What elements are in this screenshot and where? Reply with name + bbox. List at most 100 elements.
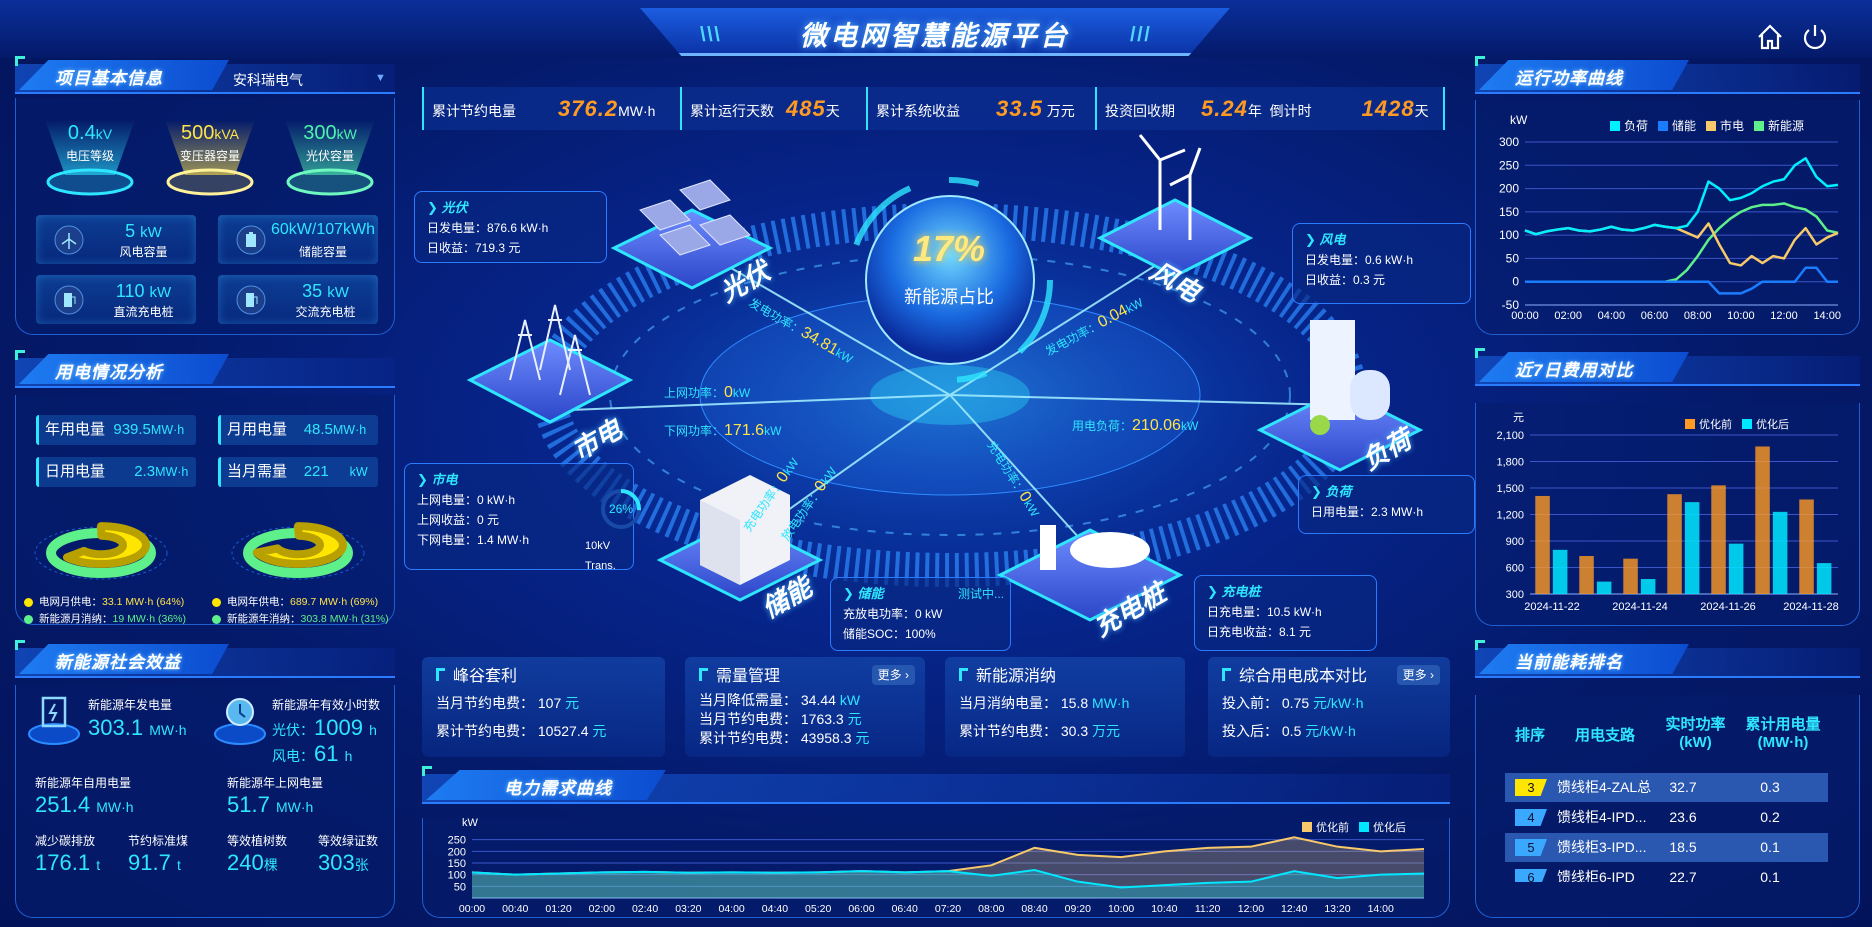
ratio-sphere <box>865 195 1035 365</box>
section-title: 电力需求曲线 <box>504 779 612 798</box>
page-title: 微电网智慧能源平台 <box>800 21 1070 51</box>
gauge-bases <box>45 120 375 196</box>
chevron-down-icon[interactable]: ▼ <box>375 72 386 84</box>
bar-优化后-2024-11-22 <box>1552 549 1568 594</box>
legend-label: 优化后 <box>1756 417 1789 431</box>
bar-优化后-2024-11-24 <box>1640 578 1656 594</box>
x-tick-label: 00:40 <box>502 903 528 915</box>
carbon-label: 减少碳排放 <box>35 834 96 848</box>
cost-chart: 300 600 900 1,200 1,500 1,800 2,100 元 2024-11-22… <box>1496 412 1838 613</box>
grid-export-value: 51.7 MW·h <box>227 792 314 817</box>
donut-legend-monthly: 电网月供电：33.1 MW·h (64%) 新能源月消纳：19 MW·h (36… <box>24 594 186 628</box>
bar-优化前-2024-11-25 <box>1667 494 1682 594</box>
wind-capacity-label: 风电容量 <box>119 245 168 259</box>
y-tick-label: 900 <box>1506 536 1524 548</box>
more-button-demand[interactable]: 更多 › <box>871 665 915 685</box>
legend-swatch <box>1610 121 1620 131</box>
energy-generation-icon <box>28 696 80 745</box>
bar-优化前-2024-11-26 <box>1711 485 1726 594</box>
section-title: 当前能耗排名 <box>1515 653 1623 672</box>
legend-new-annual: 新能源年消纳：303.8 MW·h (31%) <box>212 611 392 628</box>
y-tick-label: 2,100 <box>1496 430 1524 442</box>
storage-status: 测试中... <box>957 587 1004 601</box>
y-tick-label: 150 <box>1499 205 1519 219</box>
x-tick-label: 11:20 <box>1195 903 1221 915</box>
card-peak-valley: 峰谷套利 当月节约电费： 107 元 累计节约电费： 10527.4 元 <box>422 657 665 757</box>
trees-value: 240棵 <box>227 850 278 875</box>
section-title: 新能源社会效益 <box>55 653 181 672</box>
dc-charger-label: 直流充电桩 <box>113 305 174 319</box>
card-renewable-consumption: 新能源消纳 当月消纳电量： 15.8 MW·h 累计节约电费： 30.3 万元 <box>945 657 1185 757</box>
x-tick-label: 05:20 <box>805 903 831 915</box>
social-panel <box>15 685 395 918</box>
bar-优化后-2024-11-23 <box>1596 581 1612 594</box>
section-title: 运行功率曲线 <box>1515 69 1623 88</box>
card-storage-capacity: 60kW/107kWh 储能容量 <box>218 215 378 264</box>
series-line-储能 <box>1525 266 1838 295</box>
legend-swatch <box>1359 822 1369 832</box>
power-icon[interactable] <box>1800 22 1830 52</box>
card-wind-capacity: 5 kW 风电容量 <box>36 215 196 264</box>
annual-gen-value: 303.1 MW·h <box>88 715 187 740</box>
section-title: 项目基本信息 <box>55 69 163 88</box>
col-header-rank: 排序 <box>1514 727 1545 744</box>
home-icon[interactable] <box>1755 22 1785 52</box>
x-tick-label: 00:00 <box>459 903 485 915</box>
section-ranking: 当前能耗排名 <box>1475 640 1860 680</box>
certs-label: 等效绿证数 <box>318 834 379 848</box>
ranking-row[interactable]: 3 馈线柜4-ZAL总 32.7 0.3 <box>1505 773 1828 802</box>
legend-swatch <box>1706 121 1716 131</box>
carbon-value: 176.1 t <box>35 850 101 875</box>
self-use-value: 251.4 MW·h <box>35 792 134 817</box>
x-tick-label: 02:00 <box>1554 310 1582 322</box>
x-tick-label: 02:00 <box>589 903 615 915</box>
node-storage <box>656 475 824 602</box>
pv-hours-value: 光伏：1009 h <box>272 715 377 740</box>
legend-label: 优化前 <box>1699 417 1732 431</box>
summary-bar: 累计节约电量 376.2MW·h 累计运行天数 485天 累计系统收益 33.5 万元… <box>422 87 1445 130</box>
x-tick-label: 12:00 <box>1238 903 1264 915</box>
legend-label: 负荷 <box>1624 119 1648 133</box>
ranking-row[interactable]: 6 馈线柜6-IPD 22.7 0.1 <box>1505 863 1828 882</box>
card-dc-charger: 110 kW 直流充电桩 <box>36 275 196 324</box>
summary-revenue: 累计系统收益 33.5 万元 <box>866 87 1095 130</box>
legend-swatch <box>1658 121 1668 131</box>
bar-优化前-2024-11-28 <box>1799 499 1814 594</box>
ac-charger-value: 35 <box>302 281 323 301</box>
y-tick-label: 1,200 <box>1496 510 1524 522</box>
y-axis-label: kW <box>462 818 479 829</box>
info-load: ❯ 负荷 日用电量：2.3 MW·h <box>1298 475 1475 534</box>
series-area-优化后 <box>472 870 1424 898</box>
section-power-curve: 运行功率曲线 <box>1475 56 1860 96</box>
bar-优化后-2024-11-26 <box>1728 543 1744 594</box>
grid-export-label: 新能源年上网电量 <box>227 776 324 790</box>
more-button-cost[interactable]: 更多 › <box>1396 665 1440 685</box>
series-line-优化后 <box>471 868 1425 889</box>
ranking-row[interactable]: 4 馈线柜4-IPD... 23.6 0.2 <box>1505 803 1828 832</box>
x-tick-label: 2024-11-22 <box>1524 601 1579 613</box>
legend-label: 新能源 <box>1768 118 1804 133</box>
wind-hours-value: 风电：61 h <box>272 741 353 766</box>
stat-annual-usage: 年用电量 939.5MW·h <box>36 415 196 445</box>
series-area-优化前 <box>472 837 1424 898</box>
node-wind <box>1096 134 1254 278</box>
energy-flow-diagram <box>466 134 1424 622</box>
company-select[interactable]: 安科瑞电气 <box>233 70 303 90</box>
flow-load: 用电负荷：210.06kW <box>1072 417 1199 434</box>
coal-label: 节约标准煤 <box>128 834 189 848</box>
card-title: 综合用电成本对比 <box>1222 665 1436 689</box>
x-tick-label: 08:00 <box>1684 310 1712 322</box>
y-tick-label: 200 <box>448 846 466 858</box>
ranking-row[interactable]: 5 馈线柜3-IPD... 18.5 0.1 <box>1505 833 1828 862</box>
transformer-label: 10kV Trans. <box>585 540 616 572</box>
transformer-load-value: 26% <box>608 502 634 516</box>
y-tick-label: 50 <box>454 881 466 893</box>
node-charger <box>996 525 1184 622</box>
card-ac-charger: 35 kW 交流充电桩 <box>218 275 378 324</box>
renewable-ratio-label: 新能源占比 <box>904 287 994 307</box>
wind-turbine-icon <box>54 225 84 255</box>
section-cost-compare: 近7日费用对比 <box>1475 348 1860 388</box>
x-tick-label: 08:40 <box>1021 903 1047 915</box>
